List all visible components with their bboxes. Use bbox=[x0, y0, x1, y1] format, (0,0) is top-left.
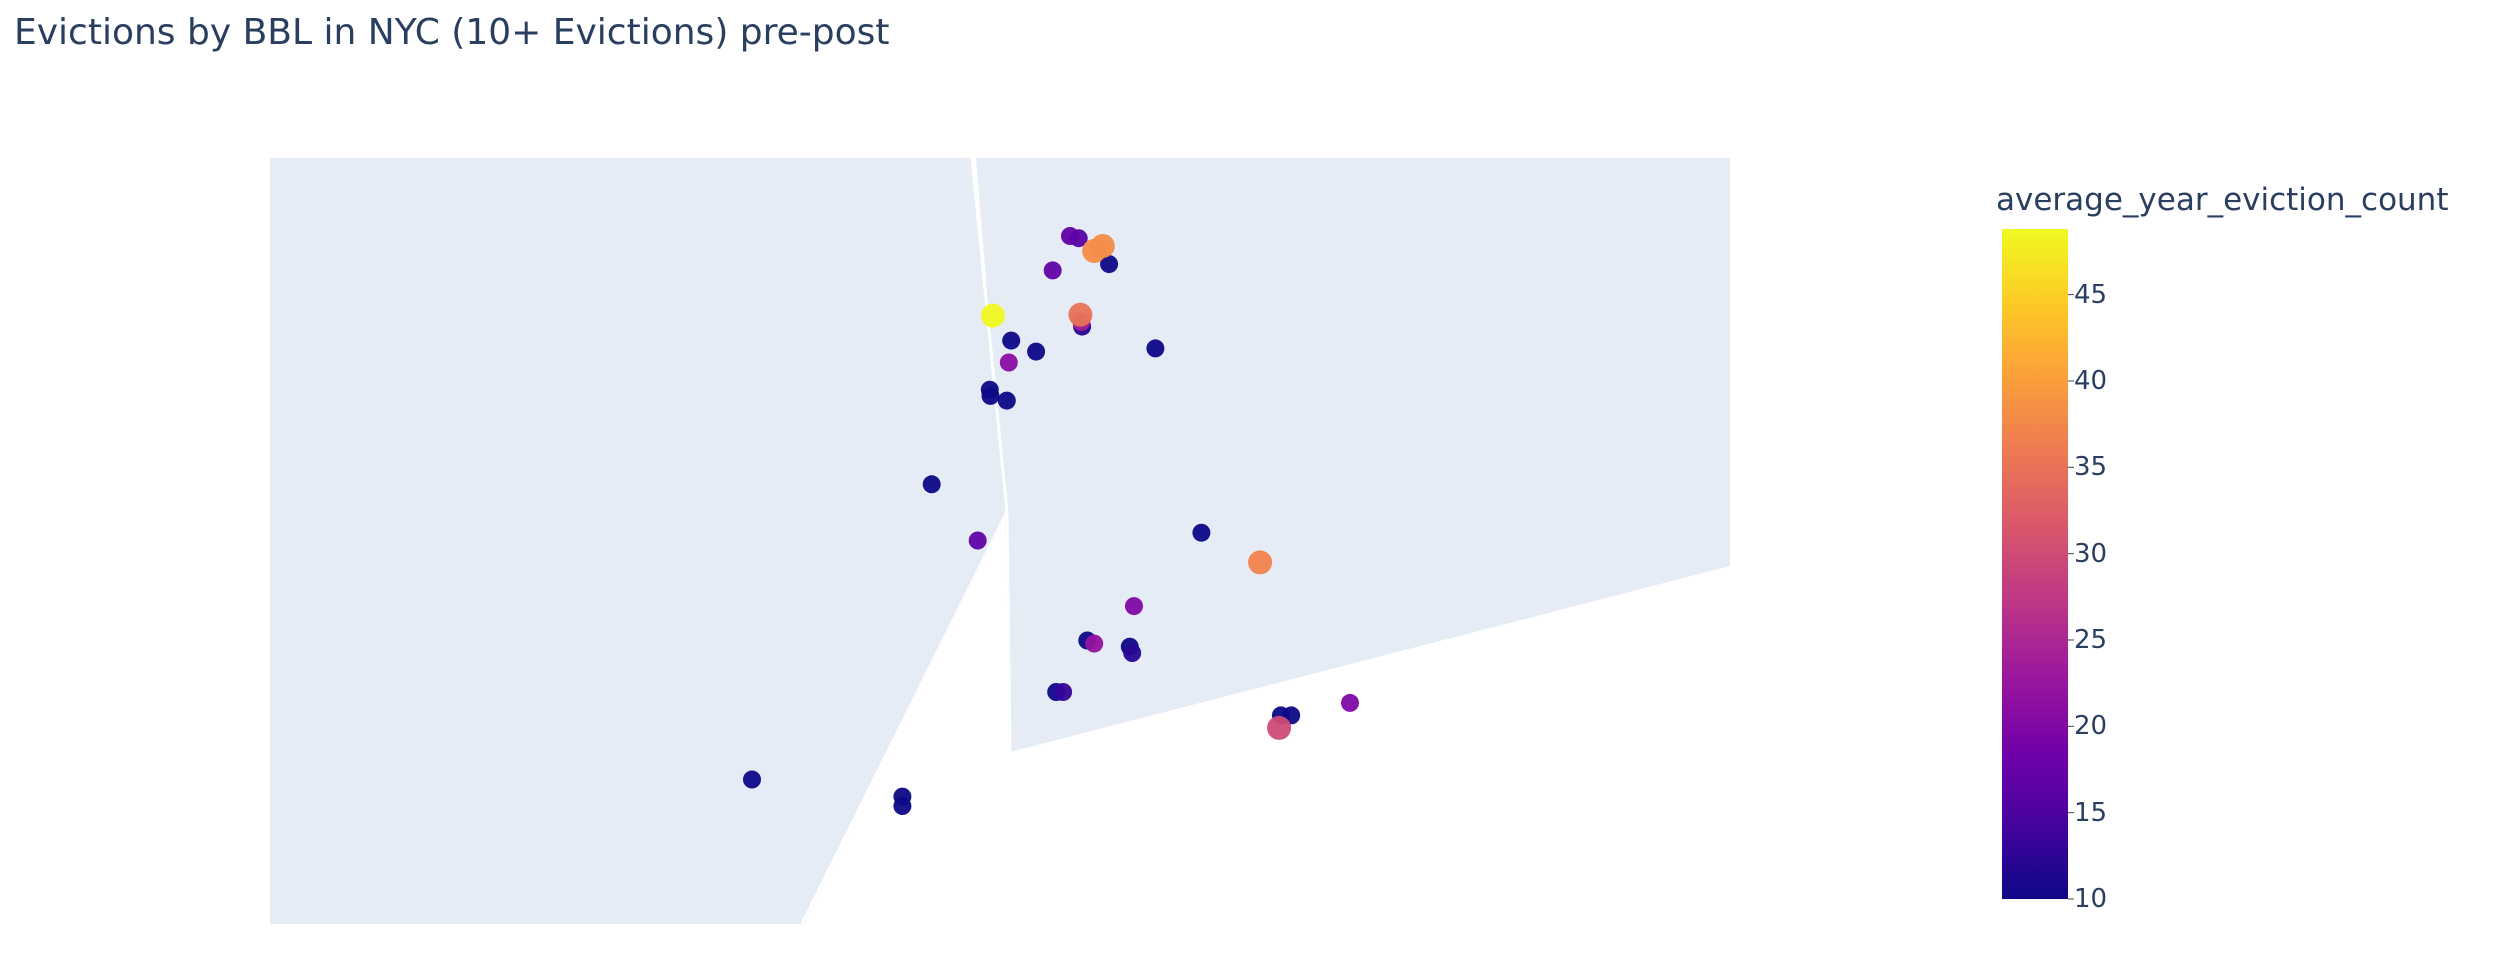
colorbar-gradient bbox=[2002, 229, 2068, 899]
colorbar-ticks bbox=[2068, 294, 2074, 900]
eviction-point[interactable] bbox=[743, 770, 761, 789]
colorbar-tick-label: 15 bbox=[2074, 797, 2108, 828]
eviction-point[interactable] bbox=[1192, 523, 1211, 542]
eviction-point[interactable] bbox=[1043, 261, 1062, 280]
eviction-point[interactable] bbox=[1146, 339, 1165, 358]
eviction-point[interactable] bbox=[1068, 302, 1093, 327]
eviction-point[interactable] bbox=[1341, 693, 1359, 712]
eviction-point[interactable] bbox=[1085, 634, 1104, 653]
eviction-point[interactable] bbox=[999, 353, 1018, 372]
map-land bbox=[270, 157, 1730, 925]
chart-title: Evictions by BBL in NYC (10+ Evictions) … bbox=[14, 12, 890, 53]
land-region-east bbox=[976, 158, 1730, 752]
eviction-point[interactable] bbox=[997, 391, 1016, 410]
eviction-point[interactable] bbox=[893, 797, 912, 815]
border-line-south bbox=[800, 511, 1009, 925]
eviction-point[interactable] bbox=[1125, 597, 1143, 616]
colorbar-tick-label: 35 bbox=[2074, 452, 2108, 483]
eviction-point[interactable] bbox=[1027, 342, 1046, 361]
eviction-point[interactable] bbox=[1054, 683, 1073, 701]
eviction-point[interactable] bbox=[1123, 644, 1142, 662]
colorbar-tick-label: 30 bbox=[2074, 538, 2108, 569]
colorbar-tick-label: 40 bbox=[2074, 365, 2108, 396]
eviction-points bbox=[743, 227, 1359, 815]
colorbar-tick-label: 20 bbox=[2074, 711, 2108, 742]
eviction-point[interactable] bbox=[1100, 255, 1119, 274]
eviction-point[interactable] bbox=[1002, 331, 1021, 350]
eviction-point[interactable] bbox=[922, 475, 941, 494]
eviction-point[interactable] bbox=[981, 386, 1000, 405]
eviction-point[interactable] bbox=[1061, 227, 1079, 245]
eviction-point[interactable] bbox=[1248, 550, 1273, 575]
eviction-point[interactable] bbox=[1267, 715, 1292, 740]
colorbar-tick-label: 45 bbox=[2074, 279, 2108, 310]
colorbar-tick-label: 10 bbox=[2074, 884, 2108, 914]
eviction-point[interactable] bbox=[968, 531, 987, 550]
colorbar-tick-label: 25 bbox=[2074, 624, 2108, 655]
eviction-point[interactable] bbox=[1090, 234, 1115, 258]
eviction-point[interactable] bbox=[980, 303, 1005, 328]
colorbar-title: average_year_eviction_count bbox=[1996, 182, 2449, 218]
land-region-west bbox=[270, 158, 1007, 924]
